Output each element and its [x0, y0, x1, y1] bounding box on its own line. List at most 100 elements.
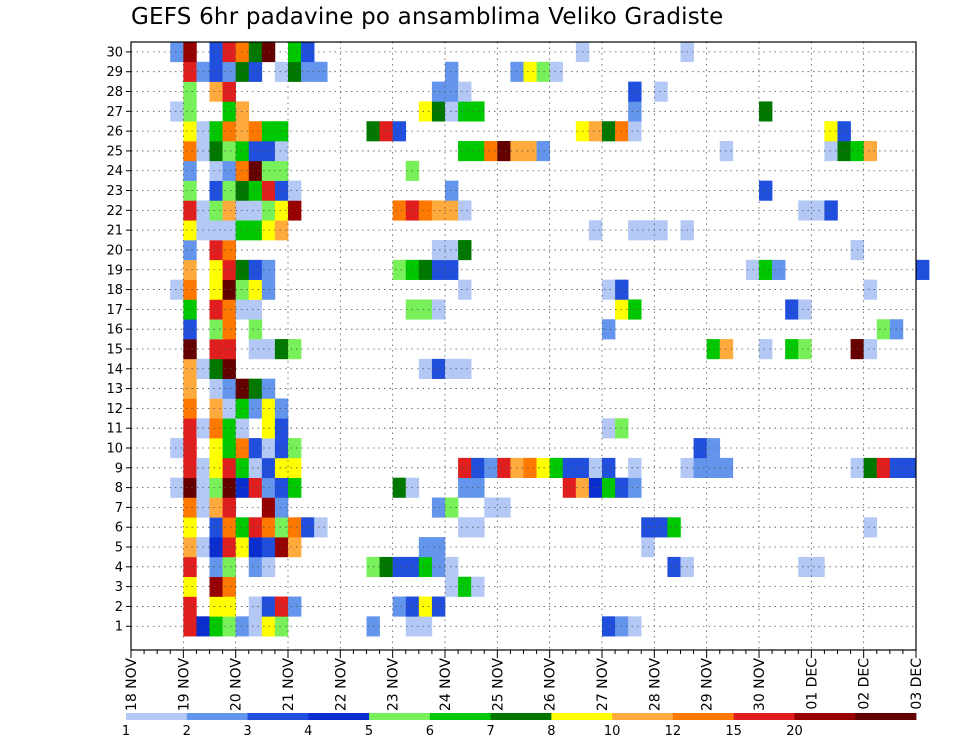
- heatmap-cell: [445, 556, 459, 578]
- heatmap-cell: [811, 200, 825, 221]
- heatmap-cell: [274, 339, 289, 360]
- heatmap-cell: [222, 576, 236, 597]
- heatmap-cell: [431, 358, 446, 379]
- heatmap-cell: [222, 596, 236, 617]
- heatmap-cell: [209, 418, 223, 439]
- heatmap-cell: [274, 537, 289, 558]
- y-axis: 1234567891011121314151617181920212223242…: [106, 45, 131, 635]
- heatmap-cell: [183, 319, 197, 340]
- heatmap-cell: [209, 339, 223, 360]
- heatmap-cell: [222, 42, 236, 63]
- heatmap-cell: [222, 141, 236, 162]
- heatmap-cell: [628, 101, 642, 122]
- y-tick-label: 29: [106, 65, 123, 80]
- y-tick-label: 16: [106, 323, 123, 338]
- x-tick-label: 22 NOV: [333, 658, 349, 712]
- x-tick-label: 26 NOV: [543, 658, 559, 712]
- heatmap-cell: [288, 457, 302, 479]
- heatmap-cell: [222, 457, 236, 479]
- heatmap-cell: [222, 240, 236, 261]
- chart-title: GEFS 6hr padavine po ansamblima Veliko G…: [131, 4, 724, 30]
- heatmap-cell: [588, 457, 603, 479]
- heatmap-cell: [798, 339, 812, 360]
- heatmap-cell: [183, 141, 197, 162]
- x-tick-label: 19 NOV: [176, 658, 192, 712]
- heatmap-cell: [628, 220, 642, 241]
- heatmap-cell: [379, 121, 393, 142]
- heatmap-cell: [458, 358, 472, 379]
- heatmap-cell: [222, 358, 236, 379]
- legend-label: 15: [725, 724, 742, 739]
- heatmap-cell: [248, 141, 263, 162]
- legend-label: 2: [183, 724, 191, 739]
- heatmap-cell: [248, 477, 263, 498]
- heatmap-cell: [431, 101, 446, 122]
- heatmap-cell: [183, 121, 197, 142]
- heatmap-cell: [222, 398, 236, 419]
- heatmap-cell: [418, 596, 433, 617]
- heatmap-cell: [183, 497, 197, 518]
- heatmap-cell: [209, 121, 223, 142]
- heatmap-cell: [549, 457, 564, 479]
- legend-swatch: [612, 713, 674, 720]
- x-tick-label: 01 DEC: [804, 658, 820, 710]
- legend-swatch: [308, 713, 370, 720]
- heatmap-cell: [222, 279, 236, 300]
- heatmap-cell: [628, 477, 642, 498]
- heatmap-cell: [863, 517, 878, 538]
- y-tick-label: 21: [106, 224, 123, 239]
- heatmap-cell: [497, 497, 511, 518]
- legend-swatch: [551, 713, 613, 720]
- heatmap-cell: [248, 339, 263, 360]
- x-tick-label: 23 NOV: [386, 658, 402, 712]
- heatmap-cell: [209, 141, 223, 162]
- heatmap-cell: [562, 477, 577, 498]
- heatmap-cell: [248, 160, 263, 181]
- heatmap-cell: [431, 81, 446, 102]
- x-axis: 18 NOV 19 NOV 20 NOV 21 NOV 22 NOV 23 NOV 24 N…: [124, 650, 925, 711]
- heatmap-cell: [458, 576, 472, 597]
- heatmap-cell: [392, 121, 407, 142]
- legend-swatch: [490, 713, 552, 720]
- heatmap-cell: [628, 299, 642, 320]
- heatmap-cell: [824, 200, 838, 221]
- heatmap-cell: [588, 220, 603, 241]
- heatmap-cell: [392, 596, 407, 617]
- heatmap-cell: [222, 220, 236, 241]
- y-tick-label: 10: [106, 441, 123, 456]
- heatmap-cell: [431, 556, 446, 578]
- legend-label: 20: [786, 724, 803, 739]
- legend-swatch: [126, 713, 188, 720]
- heatmap-cell: [562, 457, 577, 479]
- x-tick-label: 28 NOV: [647, 658, 663, 712]
- x-tick-label: 20 NOV: [229, 658, 245, 712]
- heatmap-cell: [431, 537, 446, 558]
- heatmap-cell: [248, 61, 263, 82]
- heatmap-cell: [274, 438, 289, 459]
- y-tick-label: 7: [115, 501, 123, 516]
- heatmap-cell: [222, 160, 236, 181]
- heatmap-cell: [248, 220, 263, 241]
- heatmap-cell: [667, 517, 681, 538]
- heatmap-cell: [458, 101, 472, 122]
- heatmap-cell: [209, 200, 223, 221]
- x-tick-label: 24 NOV: [438, 658, 454, 712]
- heatmap-cell: [222, 200, 236, 221]
- heatmap-cell: [209, 319, 223, 340]
- heatmap-cell: [458, 517, 472, 538]
- heatmap-cell: [431, 497, 446, 518]
- heatmap-cell: [693, 438, 707, 459]
- heatmap-cell: [248, 200, 263, 221]
- heatmap-cell: [288, 200, 302, 221]
- heatmap-cell: [602, 279, 616, 300]
- heatmap-cell: [418, 556, 433, 578]
- heatmap-cell: [863, 141, 878, 162]
- heatmap-cell: [314, 61, 328, 82]
- heatmap-cell: [248, 438, 263, 459]
- heatmap-cell: [628, 616, 642, 637]
- heatmap-cell: [170, 477, 184, 498]
- heatmap-cell: [431, 240, 446, 261]
- heatmap-cell: [418, 358, 433, 379]
- legend-label: 5: [365, 724, 373, 739]
- heatmap-cell: [274, 160, 289, 181]
